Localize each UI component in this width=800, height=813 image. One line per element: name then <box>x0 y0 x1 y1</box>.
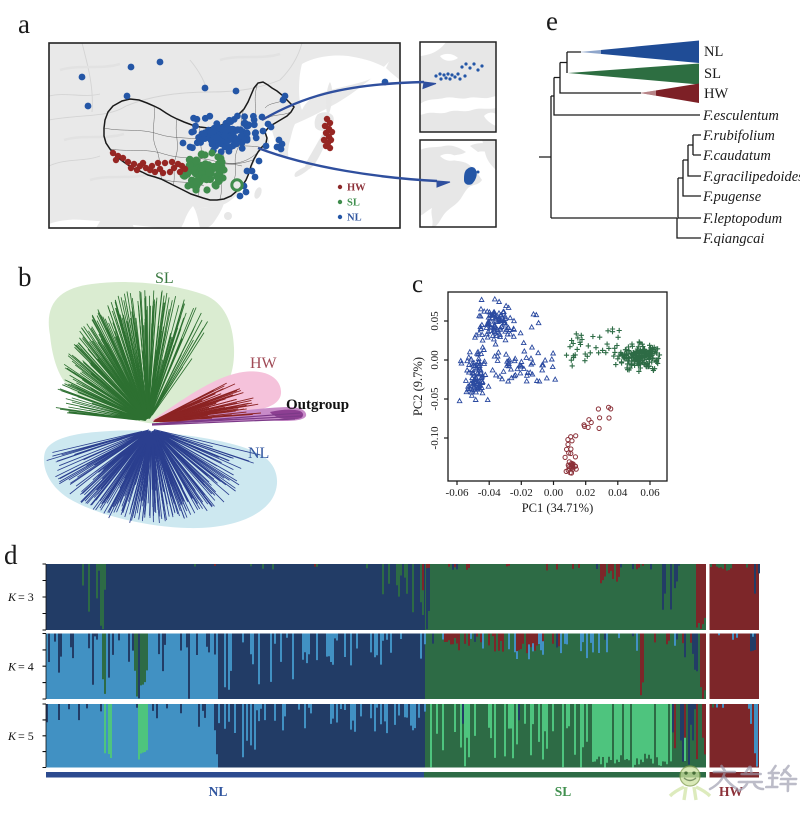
svg-text:a: a <box>18 9 30 39</box>
svg-text:SL: SL <box>555 784 572 799</box>
svg-text:F.leptopodum: F.leptopodum <box>702 211 782 227</box>
svg-text:d: d <box>4 540 18 570</box>
svg-text:F.rubifolium: F.rubifolium <box>702 128 775 144</box>
svg-text:-0.10: -0.10 <box>429 426 441 449</box>
svg-text:-0.02: -0.02 <box>510 487 533 499</box>
svg-text:= 4: = 4 <box>18 659 34 673</box>
svg-text:-0.06: -0.06 <box>446 487 469 499</box>
svg-text:HW: HW <box>250 355 278 372</box>
svg-text:F.caudatum: F.caudatum <box>702 148 771 164</box>
svg-text:-0.05: -0.05 <box>429 387 441 410</box>
svg-text:NL: NL <box>347 213 362 224</box>
svg-text:F.gracilipedoides: F.gracilipedoides <box>702 169 800 185</box>
svg-text:NL: NL <box>248 445 269 462</box>
svg-text:F.qiangcai: F.qiangcai <box>702 231 764 247</box>
svg-text:SL: SL <box>704 66 721 82</box>
svg-text:c: c <box>412 271 423 298</box>
svg-text:0.02: 0.02 <box>576 487 595 499</box>
svg-text:0.06: 0.06 <box>640 487 660 499</box>
svg-text:0.05: 0.05 <box>429 311 441 331</box>
svg-text:0.00: 0.00 <box>544 487 564 499</box>
svg-text:-0.04: -0.04 <box>478 487 501 499</box>
svg-text:0.00: 0.00 <box>429 350 441 370</box>
svg-text:K: K <box>7 590 17 604</box>
svg-text:K: K <box>7 729 17 743</box>
svg-text:F.esculentum: F.esculentum <box>702 108 779 124</box>
svg-text:0.04: 0.04 <box>608 487 628 499</box>
svg-text:= 3: = 3 <box>18 590 34 604</box>
svg-text:SL: SL <box>155 270 174 287</box>
svg-text:SL: SL <box>347 198 360 209</box>
svg-text:PC2 (9.7%): PC2 (9.7%) <box>411 357 425 416</box>
svg-text:Outgroup: Outgroup <box>286 397 349 413</box>
svg-text:= 5: = 5 <box>18 729 34 743</box>
svg-text:K: K <box>7 659 17 673</box>
svg-text:F.pugense: F.pugense <box>702 189 762 205</box>
svg-text:b: b <box>18 262 32 292</box>
svg-text:NL: NL <box>704 44 723 60</box>
svg-text:PC1 (34.71%): PC1 (34.71%) <box>522 501 594 515</box>
svg-text:NL: NL <box>209 784 228 799</box>
svg-text:HW: HW <box>704 86 728 102</box>
svg-text:HW: HW <box>347 183 366 194</box>
svg-text:e: e <box>546 6 558 36</box>
